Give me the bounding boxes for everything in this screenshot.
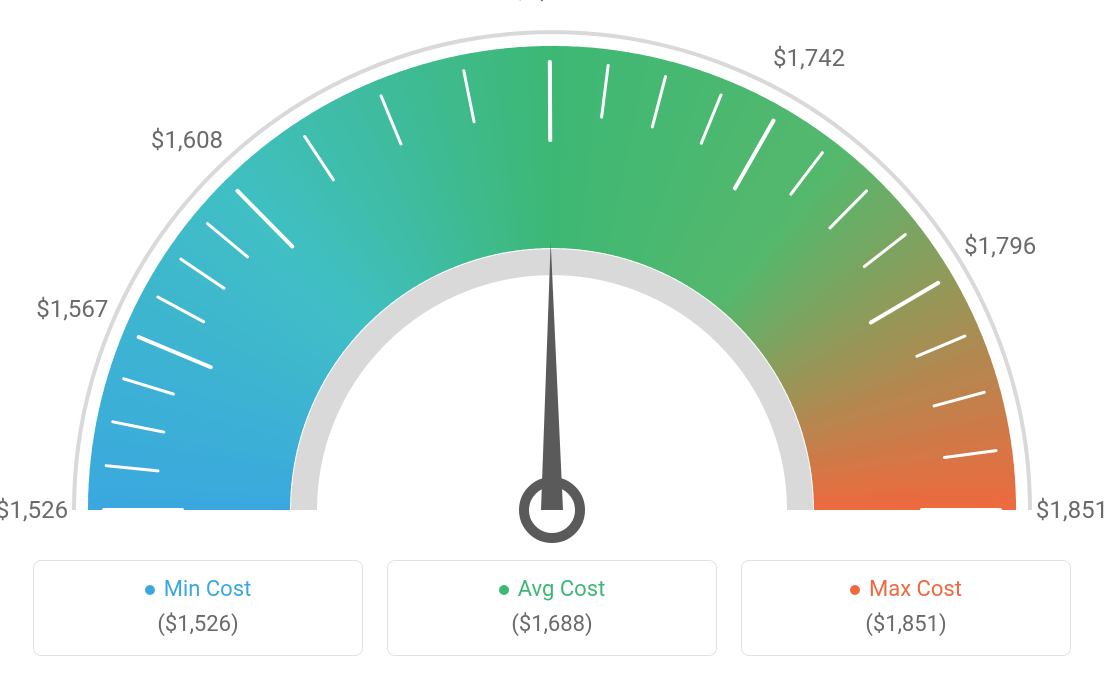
gauge-tick-label: $1,742 <box>773 44 845 72</box>
legend-avg-label: Avg Cost <box>518 577 606 602</box>
gauge-tick-label: $1,567 <box>36 295 108 323</box>
legend-min-value: ($1,526) <box>34 612 362 637</box>
gauge-tick-label: $1,608 <box>151 126 223 154</box>
cost-gauge-widget: $1,526 $1,567 $1,608 $1,688 $1,742 $1,796 $1,8… <box>0 0 1104 690</box>
legend-min-title: Min Cost <box>145 577 252 602</box>
legend-min-label: Min Cost <box>164 577 252 602</box>
legend-min-dot <box>145 585 155 595</box>
legend-max-box: Max Cost ($1,851) <box>741 560 1071 656</box>
legend-min-box: Min Cost ($1,526) <box>33 560 363 656</box>
gauge-tick-label: $1,688 <box>513 0 585 4</box>
legend-avg-value: ($1,688) <box>388 612 716 637</box>
gauge-tick-label: $1,526 <box>0 496 68 524</box>
legend-avg-title: Avg Cost <box>499 577 606 602</box>
legend-max-value: ($1,851) <box>742 612 1070 637</box>
legend-avg-box: Avg Cost ($1,688) <box>387 560 717 656</box>
legend-row: Min Cost ($1,526) Avg Cost ($1,688) Max … <box>0 560 1104 656</box>
legend-max-dot <box>850 585 860 595</box>
gauge-chart <box>0 0 1104 560</box>
gauge-tick-label: $1,796 <box>964 232 1036 260</box>
legend-avg-dot <box>499 585 509 595</box>
legend-max-label: Max Cost <box>869 577 962 602</box>
legend-max-title: Max Cost <box>850 577 962 602</box>
gauge-tick-label: $1,851 <box>1036 496 1104 524</box>
gauge-area: $1,526 $1,567 $1,608 $1,688 $1,742 $1,796 $1,8… <box>0 0 1104 560</box>
